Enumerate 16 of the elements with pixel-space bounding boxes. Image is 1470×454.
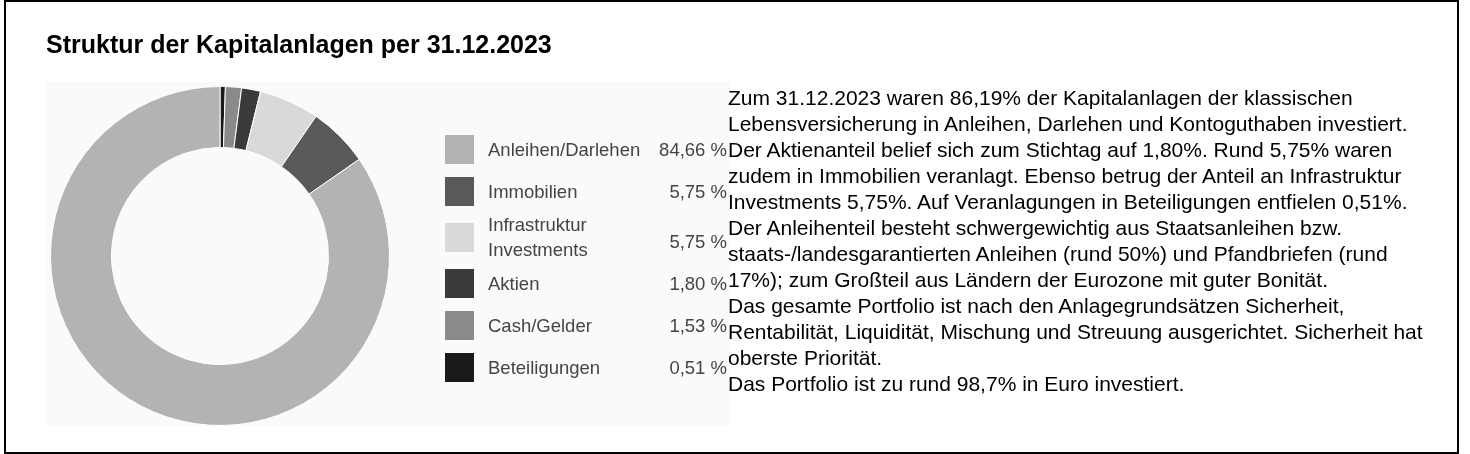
chart-title: Struktur der Kapitalanlagen per 31.12.2023 xyxy=(46,29,552,59)
data-label: 0,51 % xyxy=(669,356,727,380)
data-label: 5,75 % xyxy=(669,230,727,254)
legend-label: Cash/Gelder xyxy=(488,313,593,338)
text: Das gesamte Portfolio ist nach den Anlagegrundsätzen Sicherheit, Rentabilität, Liquidität, Mischung und Streuung ausgerichtet. Sicherheit hat oberste Priorität. xyxy=(728,293,1424,371)
text: Zum 31.12.2023 waren 86,19% der Kapitalanlagen der klassischen Lebensversicherung in Anleihen, Darlehen und Kontoguthaben investiert. Der Aktienanteil belief sich zum Stichtag auf 1,80%. Rund 5,75% waren zudem in Immobilien veranlagt. Ebenso betrug der Anteil an Infrastruktur Investments 5,75%. Auf Veranlagungen in Beteiligungen entfielen 0,51%. Der Anleihenteil besteht schwergewichtig aus Staatsanleihen bzw. staats-/landesgarantierten Anleihen (rund 50%) und Pfandbriefen (rund 17%); zum Großteil aus Ländern der Eurozone mit guter Bonität. xyxy=(728,85,1409,293)
legend-label: Infrastruktur Investments xyxy=(488,213,589,262)
data-label: 84,66 % xyxy=(659,138,727,162)
data-label: 1,80 % xyxy=(669,272,727,296)
data-label: 5,75 % xyxy=(669,180,727,204)
text: Das Portfolio ist zu rund 98,7% in Euro investiert. xyxy=(728,371,1186,397)
legend-label: Aktien xyxy=(488,271,541,296)
legend-label: Anleihen/Darlehen xyxy=(488,137,642,162)
legend-label: Immobilien xyxy=(488,179,579,204)
data-label: 1,53 % xyxy=(669,314,727,338)
legend-label: Beteiligungen xyxy=(488,355,602,380)
